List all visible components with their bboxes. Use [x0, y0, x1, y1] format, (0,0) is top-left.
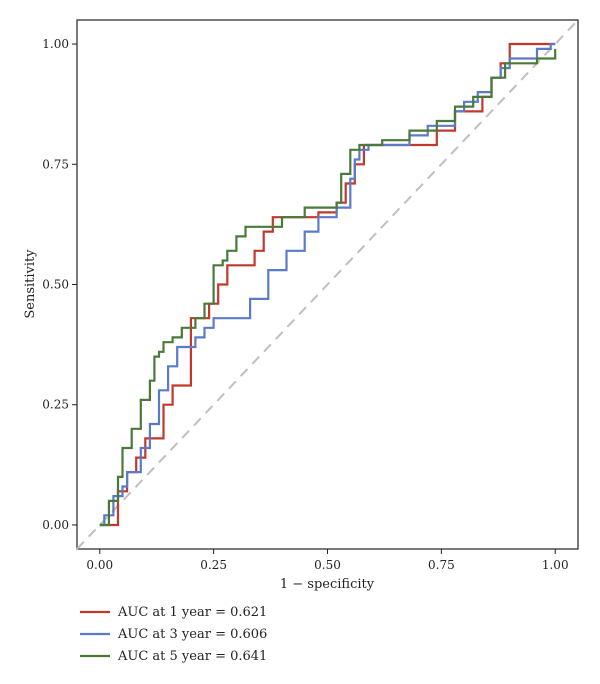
legend: AUC at 1 year = 0.621 AUC at 3 year = 0.6…: [80, 605, 267, 664]
roc-curve-1: [99, 42, 556, 527]
y-tick-label: 0.25: [42, 398, 69, 412]
diagonal-reference-line: [76, 19, 579, 550]
roc-curves: [99, 42, 557, 527]
y-tick-label: 0.50: [42, 278, 69, 292]
y-axis-title: Sensitivity: [23, 249, 38, 319]
y-tick-label: 1.00: [42, 37, 69, 51]
x-axis-ticks: 0.00 0.25 0.50 0.75 1.00: [86, 549, 569, 572]
legend-label-3: AUC at 5 year = 0.641: [117, 649, 267, 664]
x-tick-label: 0.50: [314, 558, 341, 572]
x-axis-title: 1 − specificity: [280, 577, 375, 592]
y-tick-label: 0.00: [42, 518, 69, 532]
x-tick-label: 1.00: [542, 558, 569, 572]
roc-curve-3: [99, 48, 557, 527]
roc-curve-2: [99, 42, 556, 527]
legend-label-1: AUC at 1 year = 0.621: [117, 605, 267, 620]
y-axis-ticks: 0.00 0.25 0.50 0.75 1.00: [42, 37, 77, 532]
x-tick-label: 0.25: [200, 558, 227, 572]
y-tick-label: 0.75: [42, 157, 69, 171]
x-tick-label: 0.75: [428, 558, 455, 572]
legend-label-2: AUC at 3 year = 0.606: [117, 627, 267, 642]
x-tick-label: 0.00: [86, 558, 113, 572]
